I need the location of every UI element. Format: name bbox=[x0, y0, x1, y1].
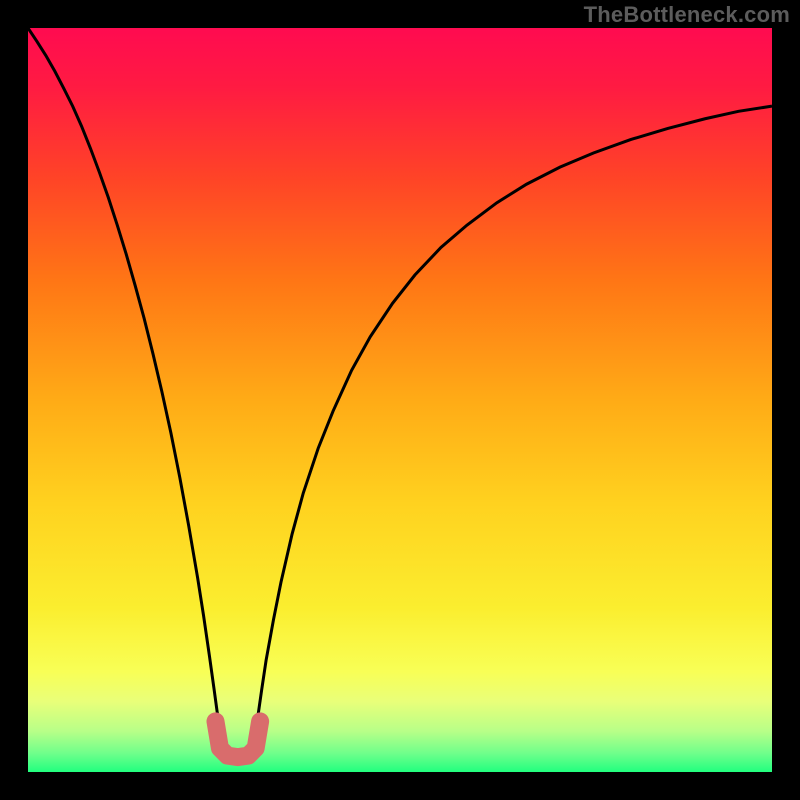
chart-svg bbox=[28, 28, 772, 772]
chart-background bbox=[28, 28, 772, 772]
chart-root: TheBottleneck.com bbox=[0, 0, 800, 800]
watermark-text: TheBottleneck.com bbox=[584, 2, 790, 28]
chart-plot-area bbox=[28, 28, 772, 772]
